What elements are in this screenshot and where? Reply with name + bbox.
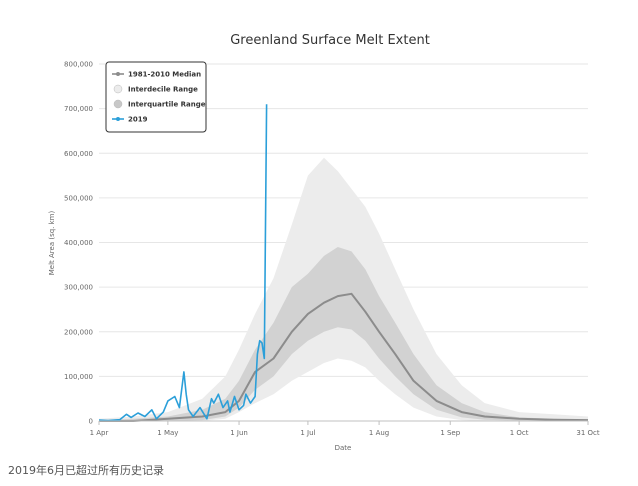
x-tick-label: 1 Sep: [440, 429, 460, 437]
y-tick-label: 100,000: [64, 373, 93, 381]
caption: 2019年6月已超过所有历史记录: [8, 464, 164, 477]
series-lines: [98, 104, 589, 422]
x-tick-label: 1 May: [157, 429, 178, 437]
legend-marker: [116, 72, 120, 76]
x-axis-title: Date: [335, 444, 352, 452]
legend-box: [105, 61, 207, 133]
y-axis-title: Melt Area (sq. km): [48, 211, 56, 276]
x-tick-label: 1 Aug: [369, 429, 389, 437]
legend-marker: [116, 117, 120, 121]
legend: 1981-2010 Median Interdecile Range Interqu…: [105, 61, 207, 133]
interquartile-band: [99, 247, 588, 421]
range-bands: [99, 157, 588, 421]
y-tick-label: 600,000: [64, 150, 93, 158]
legend-marker: [113, 99, 123, 109]
legend-label: Interquartile Range: [128, 101, 206, 109]
median-line: [99, 292, 589, 422]
series-2019-line: [98, 104, 268, 422]
y-tick-label: 400,000: [64, 239, 93, 247]
legend-label: 1981-2010 Median: [128, 71, 201, 79]
melt-extent-chart: Greenland Surface Melt Extent 0 100,000 20…: [48, 33, 600, 452]
legend-marker: [113, 84, 123, 94]
x-tick-label: 1 Jul: [300, 429, 315, 437]
y-tick-label: 500,000: [64, 194, 93, 202]
x-tick-label: 1 Oct: [510, 429, 529, 437]
y-tick-label: 800,000: [64, 61, 93, 69]
y-tick-label: 300,000: [64, 284, 93, 292]
x-tick-label: 1 Jun: [230, 429, 248, 437]
chart-container: Greenland Surface Melt Extent 0 100,000 20…: [48, 33, 600, 452]
x-tick-label: 1 Apr: [90, 429, 109, 437]
legend-label: 2019: [128, 116, 148, 124]
y-tick-label: 200,000: [64, 328, 93, 336]
y-tick-label: 0: [89, 418, 93, 426]
axes: 0 100,000 200,000 300,000 400,000 500,000 600,…: [64, 61, 600, 438]
x-tick-label: 31 Oct: [576, 429, 599, 437]
chart-title: Greenland Surface Melt Extent: [230, 33, 430, 48]
legend-label: Interdecile Range: [128, 86, 198, 94]
y-tick-label: 700,000: [64, 105, 93, 113]
